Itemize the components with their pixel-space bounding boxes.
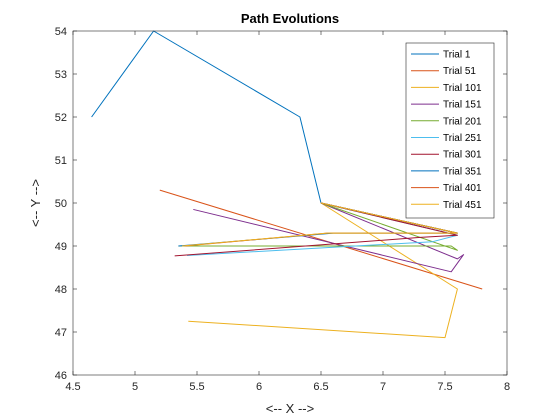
legend-label-trial-51: Trial 51 [443, 66, 476, 77]
x-tick-label: 5.5 [189, 381, 204, 393]
series-line-trial-51 [159, 189, 483, 290]
legend-label-trial-301: Trial 301 [443, 150, 482, 161]
legend-label-trial-101: Trial 101 [443, 83, 482, 94]
axes-layer: 4.5 5 5.5 6 6.5 7 7.5 8 46 47 48 49 50 51 52 53 54 [55, 26, 510, 393]
x-axis-label: <-- X --> [266, 401, 314, 416]
legend-label-trial-151: Trial 151 [443, 100, 482, 111]
x-tick-label: 6 [256, 381, 262, 393]
x-tick-label: 6.5 [313, 381, 328, 393]
x-tick-label: 5 [132, 381, 138, 393]
y-tick-label: 46 [55, 370, 67, 382]
y-tick-label: 52 [55, 112, 67, 124]
legend: Trial 1 Trial 51 Trial 101 Trial 151 Trial 2… [405, 42, 495, 219]
legend-label-trial-401: Trial 401 [443, 183, 482, 194]
x-tick-label: 7.5 [437, 381, 452, 393]
legend-label-trial-451: Trial 451 [443, 200, 482, 211]
chart-title: Path Evolutions [241, 11, 339, 26]
y-tick-label: 50 [55, 198, 67, 210]
x-tick-label: 4.5 [65, 381, 80, 393]
series-line-trial-451 [182, 202, 458, 247]
y-axis-label: <-- Y --> [28, 179, 43, 227]
y-tick-label: 47 [55, 327, 67, 339]
y-tick-label: 48 [55, 284, 67, 296]
x-tick-label: 8 [504, 381, 510, 393]
legend-box [405, 42, 495, 219]
y-tick-label: 51 [55, 155, 67, 167]
legend-label-trial-1: Trial 1 [443, 50, 471, 61]
x-tick-label: 7 [380, 381, 386, 393]
legend-label-trial-201: Trial 201 [443, 116, 482, 127]
y-tick-label: 49 [55, 241, 67, 253]
legend-label-trial-251: Trial 251 [443, 133, 482, 144]
y-tick-label: 54 [55, 26, 67, 38]
y-tick-label: 53 [55, 69, 67, 81]
series-layer [91, 30, 483, 339]
legend-label-trial-351: Trial 351 [443, 166, 482, 177]
